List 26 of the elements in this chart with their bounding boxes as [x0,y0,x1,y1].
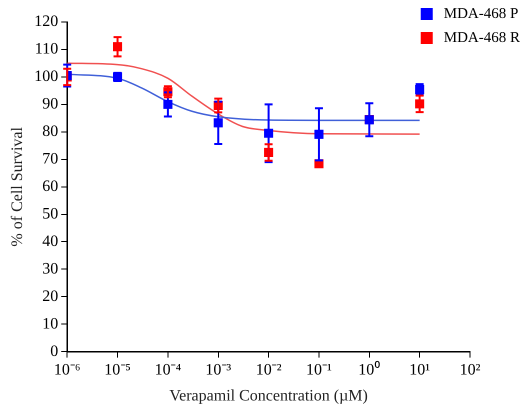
x-tick-label: 10⁻² [256,361,282,378]
x-tick-label: 10⁻¹ [306,361,332,378]
x-tick-label: 10² [460,361,481,378]
y-tick-label: 0 [50,342,58,360]
y-tick-label: 90 [42,96,58,113]
y-tick-label: 60 [42,178,58,196]
y-tick-label: 10 [42,315,58,332]
y-tick-label: 120 [34,13,58,30]
x-axis-title: Verapamil Concentration (µM) [169,388,368,405]
y-tick-label: 80 [42,123,58,140]
y-tick-label: 30 [42,260,58,278]
x-tick-label: 10⁻⁵ [104,361,131,378]
y-tick-label: 100 [34,68,58,86]
y-tick-label: 110 [34,40,58,58]
x-tick-label: 10⁰ [358,360,380,378]
y-axis-title: % of Cell Survival [8,126,26,247]
x-tick-label: 10⁻⁴ [154,361,182,378]
y-tick-label: 50 [42,205,58,222]
y-tick-label: 20 [42,288,58,305]
legend-label: MDA-468 R [444,30,520,46]
legend-label: MDA-468 P [444,6,518,22]
x-tick-label: 10⁻⁶ [54,361,80,378]
x-tick-label: 10⁻³ [205,361,232,378]
y-tick-label: 40 [42,232,58,250]
y-tick-label: 70 [42,150,58,168]
x-tick-label: 10¹ [409,361,430,378]
